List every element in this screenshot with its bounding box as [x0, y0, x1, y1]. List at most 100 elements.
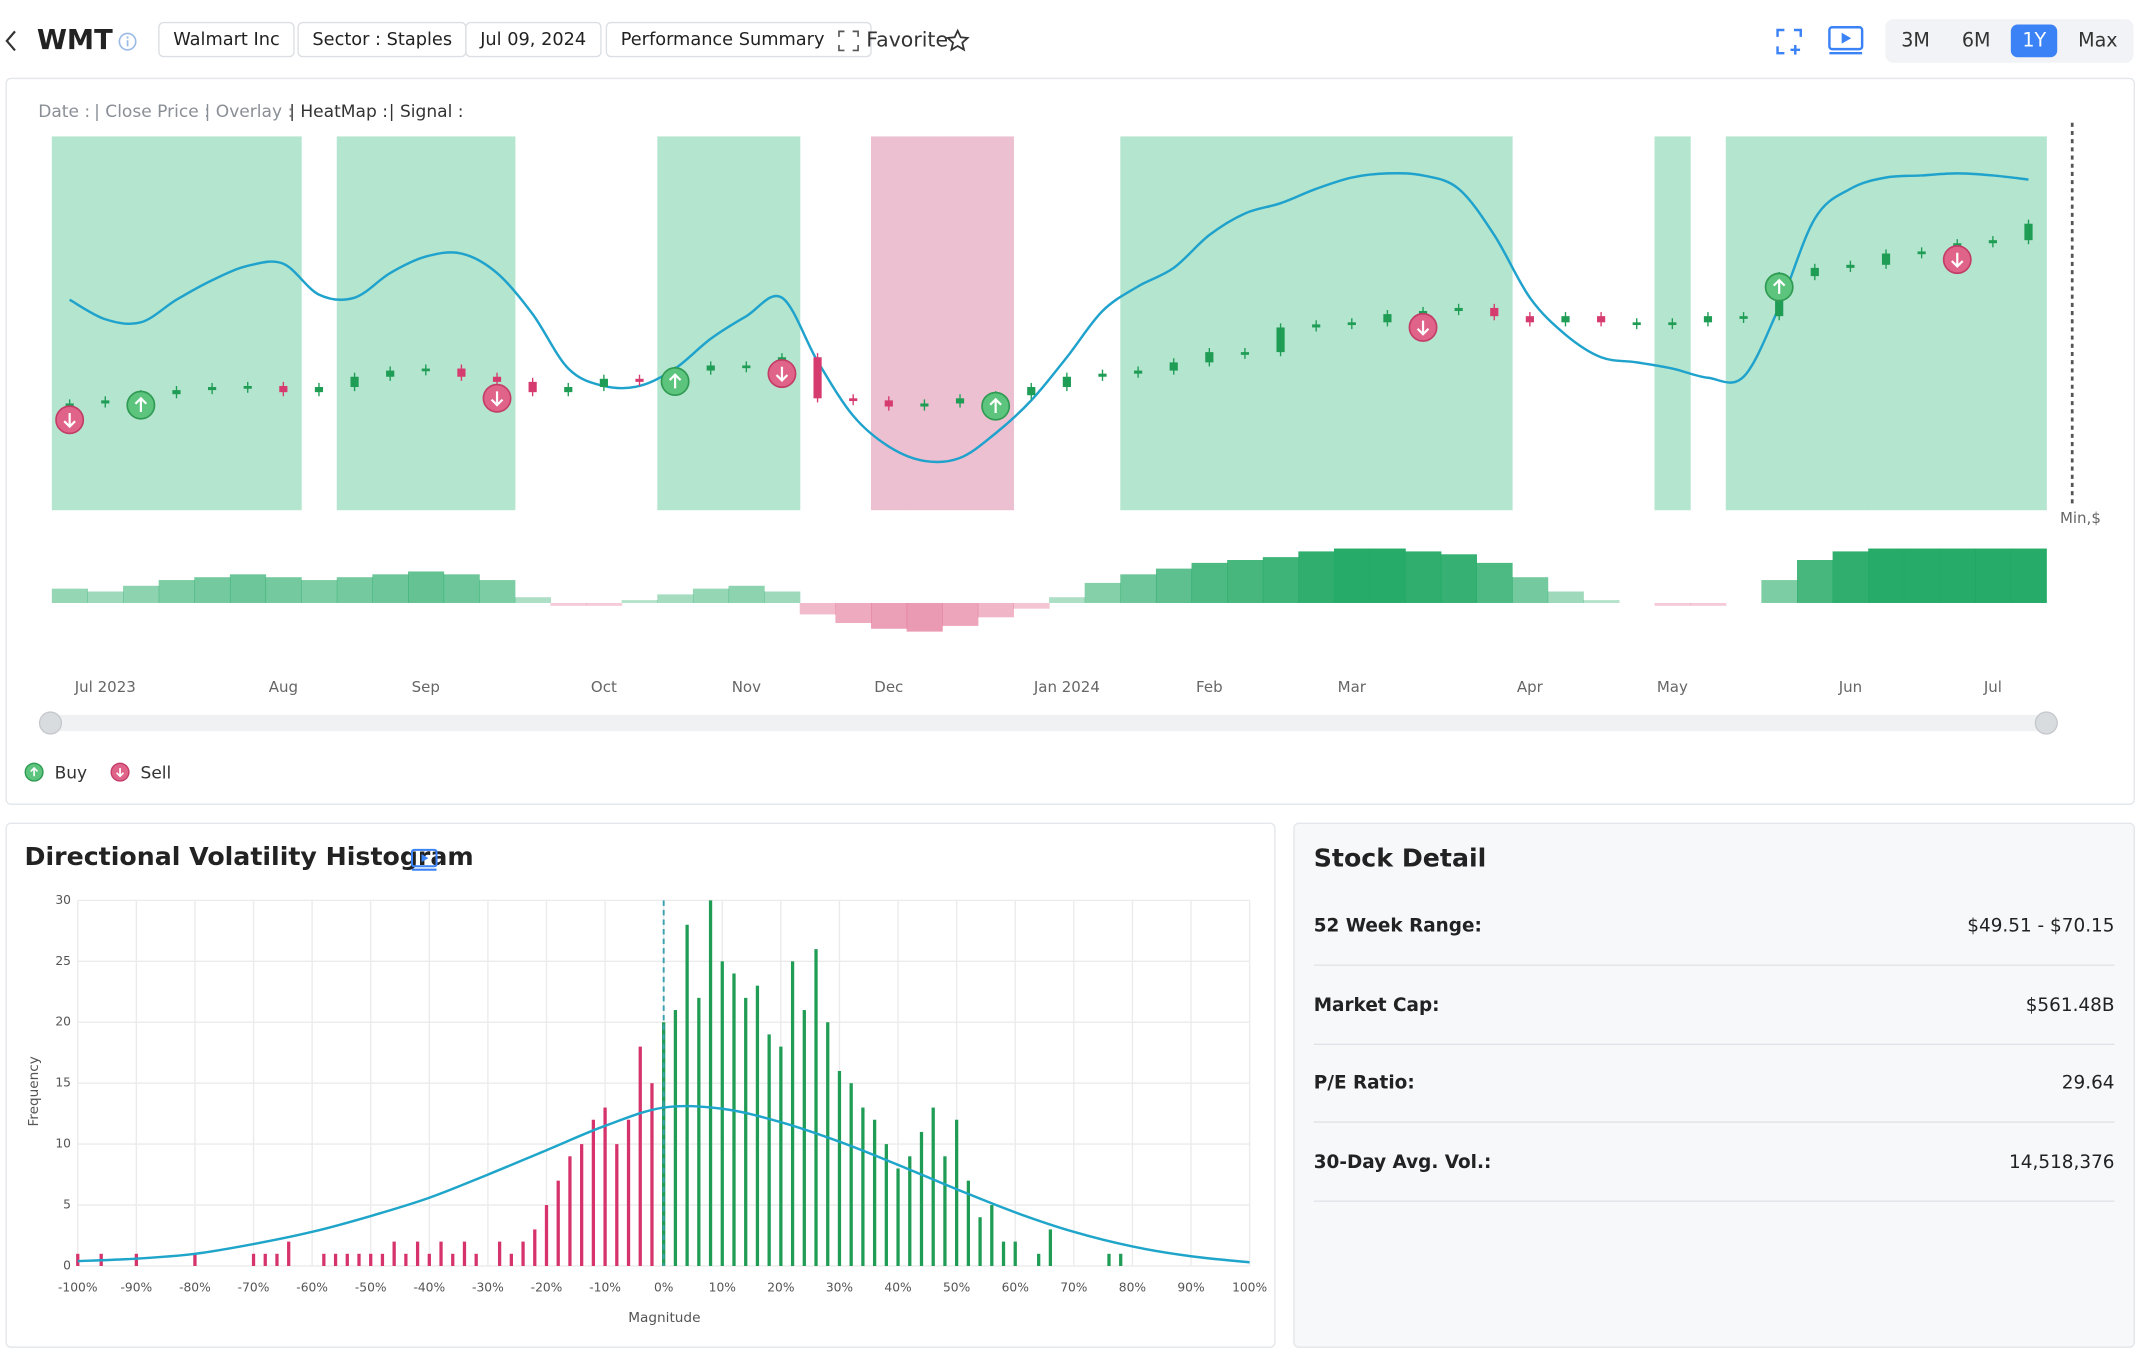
favorite-label[interactable]: Favorite: [866, 27, 949, 52]
candle: [528, 381, 537, 393]
heatmap-band: [1476, 136, 1513, 511]
heatmap-band: [158, 136, 195, 511]
candle: [635, 378, 644, 382]
sector-pill[interactable]: Sector : Staples: [297, 21, 468, 58]
overlay-line: [69, 171, 2029, 464]
range-button[interactable]: 1Y: [2011, 24, 2058, 58]
candle: [706, 365, 715, 371]
heat-bar: [1120, 574, 1157, 603]
candle: [1418, 311, 1428, 315]
histogram-title: Directional Volatility Histogram: [24, 843, 474, 872]
histogram-bar: [322, 1253, 326, 1266]
candle: [1490, 307, 1499, 317]
heat-bar: [1654, 602, 1691, 606]
heat-bar: [1761, 580, 1798, 603]
signal-arrow: [1772, 278, 1786, 294]
video-icon[interactable]: [1827, 25, 1865, 58]
legend-label[interactable]: Sell: [141, 764, 172, 784]
detail-row: Market Cap: $561.48B: [1313, 967, 2115, 1045]
info-label: | Close Price :: [94, 102, 210, 122]
back-icon[interactable]: [0, 27, 22, 54]
x-tick-label: 0%: [654, 1280, 673, 1294]
x-tick-label: 60%: [1002, 1280, 1029, 1294]
heatmap-band: [657, 136, 694, 511]
histogram-bar: [380, 1253, 385, 1266]
candle: [1988, 240, 1997, 244]
heat-bar: [1796, 560, 1834, 603]
date-pill[interactable]: Jul 09, 2024: [465, 21, 602, 58]
info-icon[interactable]: [117, 31, 137, 51]
histogram-bar: [978, 1217, 982, 1266]
range-button[interactable]: 6M: [1961, 30, 1991, 52]
y-tick-label: 20: [55, 1015, 71, 1029]
signal-arrow: [134, 396, 148, 412]
heat-bar: [407, 571, 445, 603]
legend-label[interactable]: Buy: [55, 764, 88, 784]
heatmap-band: [800, 136, 836, 510]
candle: [1347, 322, 1356, 326]
ticker: WMT: [36, 23, 113, 56]
company-pill[interactable]: Walmart Inc: [158, 21, 295, 58]
heatmap-band: [301, 136, 337, 510]
candle: [1276, 327, 1285, 353]
histogram-bar: [708, 900, 713, 1266]
histogram-bar: [790, 961, 795, 1266]
candle: [1134, 370, 1143, 374]
range-slider-handle[interactable]: [38, 711, 63, 735]
range-button[interactable]: Max: [2078, 30, 2118, 52]
histogram-bar: [861, 1107, 865, 1266]
heat-bar: [799, 602, 836, 615]
heat-bar: [1369, 548, 1406, 603]
detail-value: $561.48B: [2025, 993, 2115, 1016]
candle: [350, 376, 359, 388]
histogram-bar: [275, 1253, 279, 1266]
heatmap-band: [1761, 136, 1798, 511]
histogram-bar: [626, 1119, 631, 1266]
candle: [1597, 316, 1606, 323]
heatmap-band: [1440, 136, 1477, 511]
candle: [1525, 316, 1534, 323]
heatmap-band: [764, 136, 801, 511]
histogram-card: [5, 822, 1276, 1348]
summary-pill[interactable]: Performance Summary: [605, 21, 873, 58]
price-card: [5, 77, 2135, 805]
x-tick-label: 10%: [709, 1280, 736, 1294]
histogram-bar: [580, 1144, 584, 1266]
x-tick-label: Jun: [1838, 678, 1862, 696]
candle: [2024, 223, 2033, 241]
histogram-bar: [521, 1241, 525, 1266]
fullscreen-icon[interactable]: [1775, 27, 1805, 57]
histogram-video-icon[interactable]: [410, 848, 438, 872]
heat-bar: [1440, 554, 1477, 603]
histogram-bar: [896, 1168, 900, 1266]
heatmap-band: [1013, 136, 1049, 510]
heat-bar: [835, 602, 872, 624]
favorite-star[interactable]: [945, 28, 970, 54]
histogram-bar: [744, 997, 748, 1266]
heatmap-band: [1227, 136, 1264, 511]
candle: [1312, 324, 1321, 328]
histogram-bar: [603, 1107, 607, 1266]
x-tick-label: 50%: [943, 1280, 970, 1294]
candle: [1668, 322, 1677, 326]
heat-bar: [443, 574, 480, 603]
histogram-bar: [556, 1180, 560, 1266]
range-button[interactable]: 3M: [1901, 30, 1930, 52]
histogram-bar: [439, 1241, 443, 1266]
y-tick-label: 25: [55, 954, 71, 968]
x-tick-label: 80%: [1119, 1280, 1146, 1294]
heat-bar: [1084, 582, 1121, 603]
fit-curve: [77, 1104, 1250, 1264]
info-label: Date :: [38, 102, 90, 122]
heatmap-band: [2010, 136, 2047, 511]
candle: [884, 400, 893, 407]
y-tick-label: 30: [55, 893, 71, 907]
heat-bar: [1262, 557, 1299, 603]
heat-bar: [764, 591, 801, 603]
range-slider-handle[interactable]: [2034, 711, 2058, 735]
heatmap-band: [1120, 136, 1157, 511]
heat-bar: [479, 580, 516, 603]
heatmap-band: [336, 136, 373, 511]
x-tick-label: -70%: [238, 1280, 270, 1294]
